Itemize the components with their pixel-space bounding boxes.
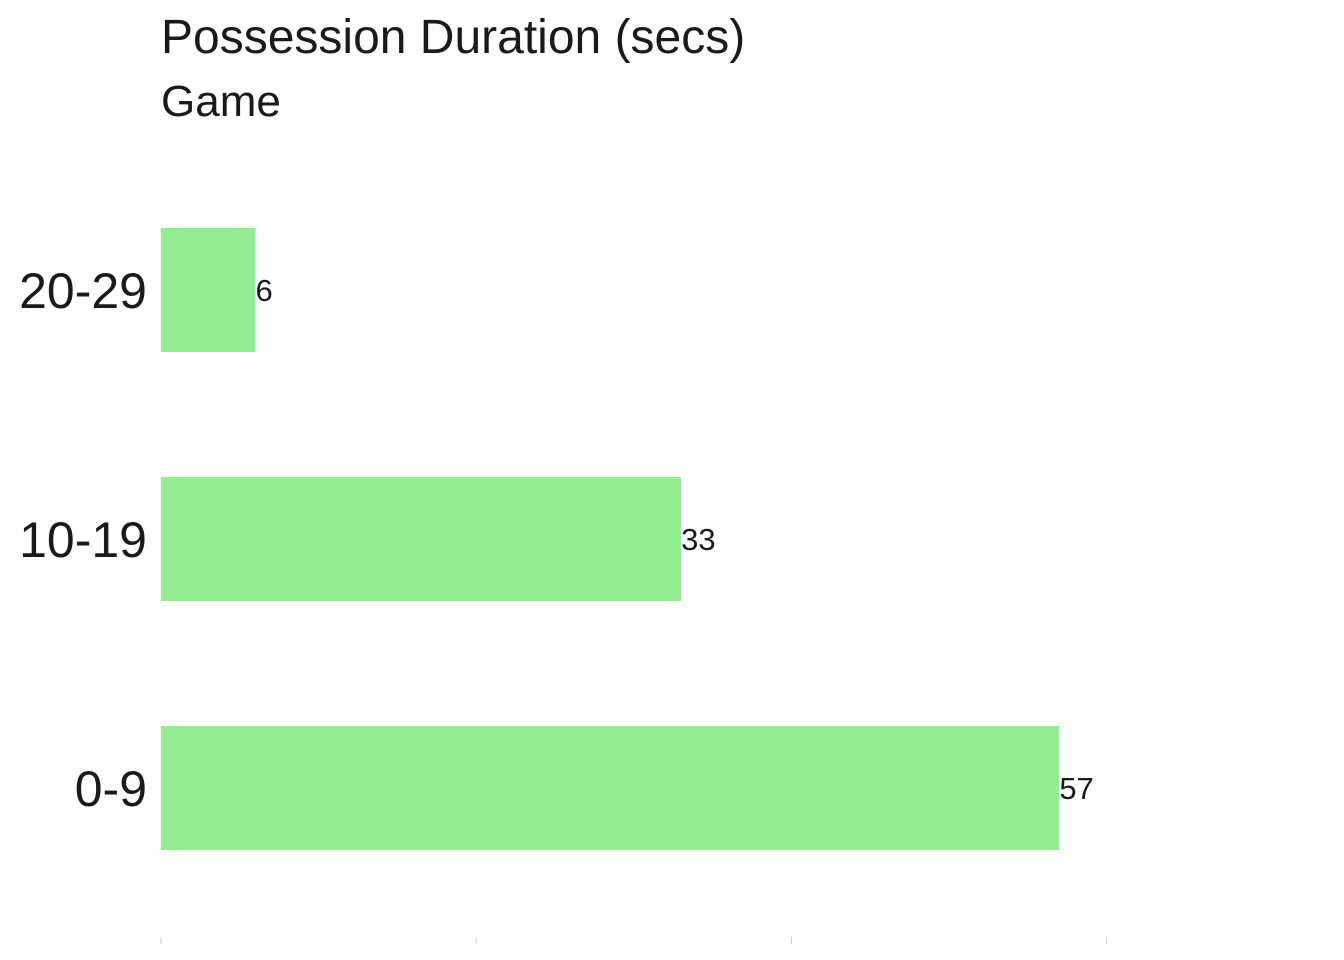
bar-10-19 [161, 477, 682, 601]
bar-0-9 [161, 726, 1060, 850]
y-tick-label: 0-9 [75, 761, 147, 817]
data-label: 33 [681, 522, 715, 557]
plot-area: 0-9 57 10-19 33 20-29 6 [19, 228, 1108, 944]
data-label: 57 [1059, 771, 1093, 806]
bar-20-29 [161, 228, 256, 352]
y-tick-label: 10-19 [19, 512, 147, 568]
chart-subtitle: Game [161, 77, 281, 126]
y-tick-label: 20-29 [19, 263, 147, 319]
chart-title: Possession Duration (secs) [161, 11, 745, 64]
data-label: 6 [256, 273, 273, 308]
